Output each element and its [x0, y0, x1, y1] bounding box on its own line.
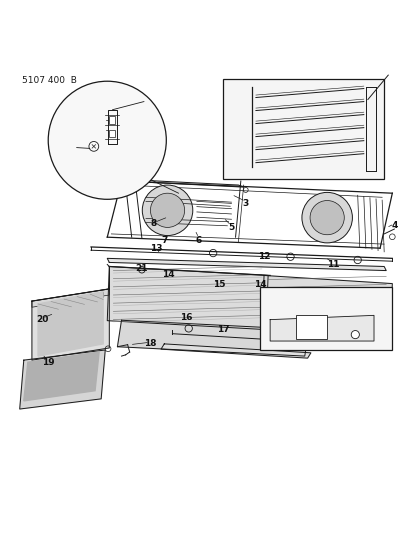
- Bar: [109, 116, 115, 124]
- Text: 11: 11: [326, 260, 339, 269]
- Text: 5107 400  B: 5107 400 B: [22, 76, 76, 85]
- Text: 14: 14: [253, 280, 265, 289]
- Text: 6: 6: [195, 236, 202, 245]
- Circle shape: [150, 193, 184, 228]
- Text: 2: 2: [70, 146, 76, 155]
- Text: 12: 12: [257, 252, 270, 261]
- Circle shape: [142, 185, 192, 236]
- Circle shape: [309, 200, 344, 235]
- Text: 20: 20: [36, 315, 48, 324]
- Text: 22: 22: [338, 342, 351, 350]
- Polygon shape: [32, 289, 109, 307]
- Bar: [259, 287, 391, 350]
- Text: 5: 5: [228, 223, 234, 232]
- Text: 19: 19: [42, 358, 54, 367]
- Text: 17: 17: [216, 325, 229, 334]
- Polygon shape: [38, 292, 103, 356]
- Polygon shape: [24, 352, 99, 401]
- Polygon shape: [107, 259, 385, 271]
- Bar: [223, 79, 383, 179]
- Polygon shape: [117, 320, 308, 356]
- Text: 8: 8: [151, 219, 157, 228]
- Text: 15: 15: [213, 280, 225, 289]
- Text: 4: 4: [390, 221, 397, 230]
- Polygon shape: [161, 344, 310, 358]
- Polygon shape: [20, 350, 105, 409]
- Circle shape: [301, 192, 352, 243]
- Text: 16: 16: [180, 313, 193, 322]
- Text: 21: 21: [135, 264, 148, 273]
- Text: 13: 13: [150, 244, 162, 253]
- Polygon shape: [32, 289, 109, 360]
- Bar: [295, 316, 326, 339]
- Text: 3: 3: [242, 199, 248, 208]
- Text: 10: 10: [367, 287, 379, 296]
- Bar: [109, 130, 115, 138]
- Text: 9: 9: [240, 144, 246, 153]
- Text: 7: 7: [161, 236, 167, 245]
- Polygon shape: [107, 266, 267, 329]
- Polygon shape: [270, 316, 373, 341]
- Polygon shape: [261, 276, 391, 336]
- Circle shape: [351, 330, 359, 338]
- Text: 14: 14: [162, 270, 174, 279]
- Polygon shape: [115, 179, 243, 187]
- Text: 18: 18: [144, 340, 156, 349]
- Text: 1: 1: [142, 117, 149, 126]
- Circle shape: [48, 81, 166, 199]
